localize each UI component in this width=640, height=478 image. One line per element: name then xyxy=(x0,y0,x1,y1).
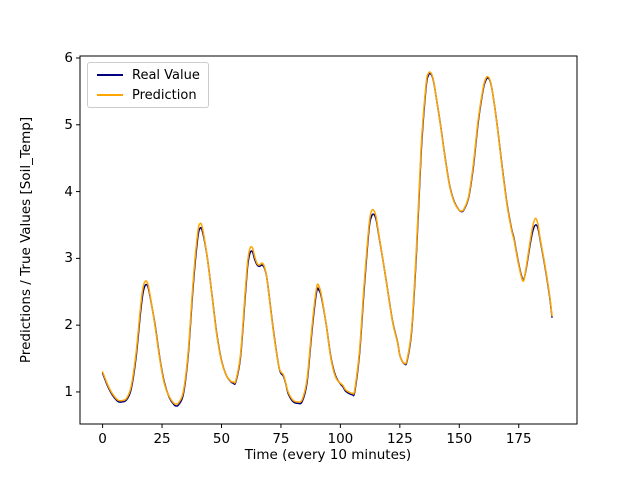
legend-label-real-value: Real Value xyxy=(132,67,200,83)
y-tick-label: 6 xyxy=(64,50,73,66)
x-axis-label: Time (every 10 minutes) xyxy=(244,447,412,463)
legend: Real Value Prediction xyxy=(87,62,209,108)
x-tick-label: 175 xyxy=(505,431,532,447)
legend-label-prediction: Prediction xyxy=(132,87,197,103)
prediction-line-swatch xyxy=(97,94,123,96)
y-tick-label: 1 xyxy=(64,383,73,400)
y-tick-label: 4 xyxy=(64,183,73,200)
x-tick-label: 150 xyxy=(446,431,473,447)
y-axis-label: Predictions / True Values [Soil_Temp] xyxy=(18,116,34,364)
x-tick-label: 125 xyxy=(386,431,413,447)
legend-item-prediction: Prediction xyxy=(88,89,208,102)
x-tick-label: 50 xyxy=(212,431,231,447)
y-tick-label: 2 xyxy=(64,317,73,334)
x-tick-label: 0 xyxy=(98,431,107,447)
legend-item-real-value: Real Value xyxy=(88,69,208,82)
x-tick-label: 75 xyxy=(272,431,290,447)
x-tick-label: 25 xyxy=(153,431,171,447)
real-value-line-swatch xyxy=(97,74,123,76)
x-tick-label: 100 xyxy=(327,431,354,447)
series-line-prediction xyxy=(101,71,553,405)
y-tick-label: 3 xyxy=(64,250,73,267)
series-line-real-value xyxy=(101,72,553,407)
y-tick-label: 5 xyxy=(64,116,73,133)
plot-border xyxy=(79,55,578,425)
